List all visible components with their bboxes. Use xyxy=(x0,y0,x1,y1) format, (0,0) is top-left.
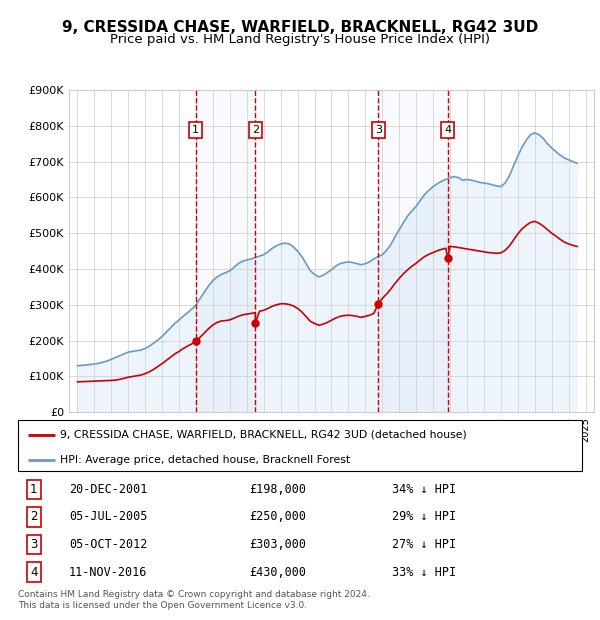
Text: 11-NOV-2016: 11-NOV-2016 xyxy=(69,565,148,578)
Text: £303,000: £303,000 xyxy=(249,538,306,551)
Text: £198,000: £198,000 xyxy=(249,483,306,496)
Text: 27% ↓ HPI: 27% ↓ HPI xyxy=(392,538,456,551)
Text: 3: 3 xyxy=(30,538,37,551)
Text: 4: 4 xyxy=(444,125,451,135)
Text: 29% ↓ HPI: 29% ↓ HPI xyxy=(392,510,456,523)
Bar xyxy=(196,90,256,412)
Text: £430,000: £430,000 xyxy=(249,565,306,578)
Text: 33% ↓ HPI: 33% ↓ HPI xyxy=(392,565,456,578)
Text: HPI: Average price, detached house, Bracknell Forest: HPI: Average price, detached house, Brac… xyxy=(60,455,350,465)
Text: 34% ↓ HPI: 34% ↓ HPI xyxy=(392,483,456,496)
Text: £250,000: £250,000 xyxy=(249,510,306,523)
Text: 1: 1 xyxy=(192,125,199,135)
Text: 2: 2 xyxy=(252,125,259,135)
FancyBboxPatch shape xyxy=(18,420,582,471)
Text: 2: 2 xyxy=(30,510,38,523)
Text: 05-OCT-2012: 05-OCT-2012 xyxy=(69,538,148,551)
Text: Price paid vs. HM Land Registry's House Price Index (HPI): Price paid vs. HM Land Registry's House … xyxy=(110,33,490,46)
Text: 4: 4 xyxy=(30,565,38,578)
Bar xyxy=(378,90,448,412)
Text: 1: 1 xyxy=(30,483,38,496)
Text: Contains HM Land Registry data © Crown copyright and database right 2024.
This d: Contains HM Land Registry data © Crown c… xyxy=(18,590,370,609)
Text: 9, CRESSIDA CHASE, WARFIELD, BRACKNELL, RG42 3UD: 9, CRESSIDA CHASE, WARFIELD, BRACKNELL, … xyxy=(62,20,538,35)
Text: 3: 3 xyxy=(375,125,382,135)
Text: 20-DEC-2001: 20-DEC-2001 xyxy=(69,483,148,496)
Text: 9, CRESSIDA CHASE, WARFIELD, BRACKNELL, RG42 3UD (detached house): 9, CRESSIDA CHASE, WARFIELD, BRACKNELL, … xyxy=(60,430,467,440)
Text: 05-JUL-2005: 05-JUL-2005 xyxy=(69,510,148,523)
